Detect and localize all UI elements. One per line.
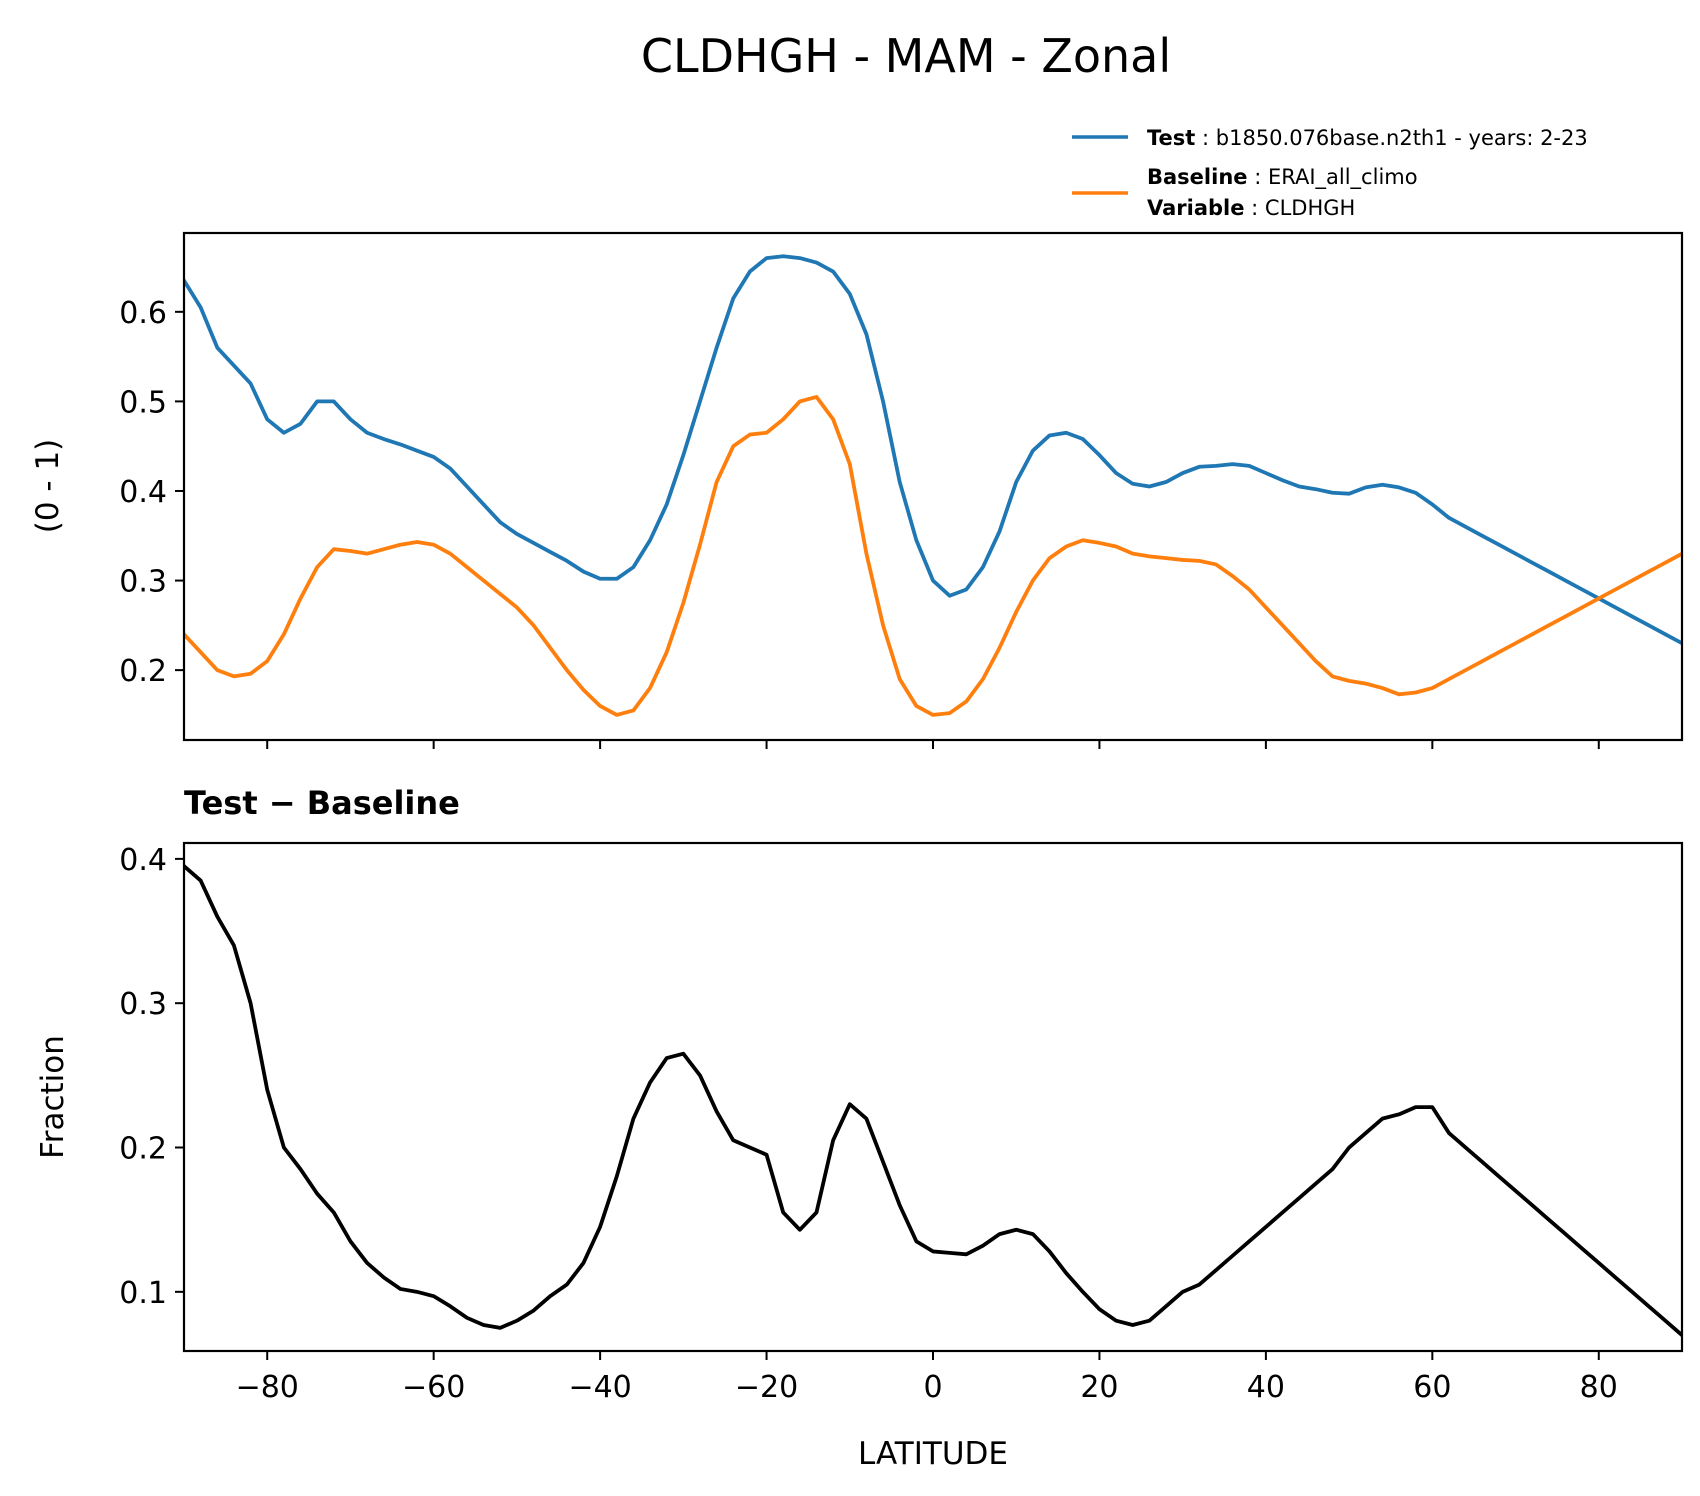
top-y-axis-label: (0 - 1): [30, 439, 66, 534]
bottom-series-group: [184, 864, 1682, 1338]
bottom-x-tick-label: −60: [402, 1370, 465, 1405]
legend-variable-key: Variable: [1147, 196, 1244, 220]
legend-test-text: b1850.076base.n2th1 - years: 2-23: [1216, 126, 1588, 150]
bottom-x-ticks: −80 −60 −40 −20 0 20 40 60 80: [236, 1351, 1618, 1405]
bottom-x-tick-label: −20: [735, 1370, 798, 1405]
x-axis-label: LATITUDE: [858, 1436, 1008, 1472]
bottom-panel: Test − Baseline 0.1 0.2 0.3 0.4 −80 −60 −40 −2…: [35, 784, 1684, 1472]
top-series-line-test: [184, 254, 1682, 646]
top-series-line-baseline: [184, 395, 1682, 717]
top-y-tick-label: 0.2: [119, 654, 167, 689]
bottom-series-line-difference: [184, 864, 1682, 1338]
legend-variable-label: Variable : CLDHGH: [1147, 196, 1355, 220]
bottom-x-tick-label: 40: [1247, 1370, 1285, 1405]
top-panel: 0.2 0.3 0.4 0.5 0.6 (0 - 1): [30, 231, 1684, 749]
top-x-ticks: [266, 740, 1600, 749]
bottom-x-tick-label: 20: [1080, 1370, 1118, 1405]
bottom-y-ticks: 0.1 0.2 0.3 0.4: [119, 843, 184, 1311]
bottom-plot-frame: [182, 841, 1684, 1353]
legend-baseline-key: Baseline: [1147, 165, 1248, 189]
top-y-tick-label: 0.6: [119, 296, 167, 331]
bottom-x-tick-label: 80: [1580, 1370, 1618, 1405]
bottom-x-tick-label: 60: [1413, 1370, 1451, 1405]
legend: Test : b1850.076base.n2th1 - years: 2-23…: [1072, 126, 1588, 220]
legend-baseline-sep: :: [1248, 165, 1268, 189]
legend-test-label: Test : b1850.076base.n2th1 - years: 2-23: [1147, 126, 1588, 150]
bottom-panel-title: Test − Baseline: [184, 784, 460, 822]
legend-baseline-text: ERAI_all_climo: [1268, 165, 1418, 190]
bottom-x-tick-label: −40: [568, 1370, 631, 1405]
bottom-y-tick-label: 0.2: [119, 1132, 167, 1167]
bottom-y-tick-label: 0.1: [119, 1276, 167, 1311]
top-y-tick-label: 0.4: [119, 475, 167, 510]
top-y-tick-label: 0.5: [119, 385, 167, 420]
bottom-x-tick-label: −80: [236, 1370, 299, 1405]
bottom-y-tick-label: 0.3: [119, 987, 167, 1022]
legend-test-sep: :: [1195, 126, 1215, 150]
bottom-y-tick-label: 0.4: [119, 843, 167, 878]
top-y-tick-label: 0.3: [119, 565, 167, 600]
top-y-ticks: 0.2 0.3 0.4 0.5 0.6: [119, 296, 184, 689]
bottom-y-axis-label: Fraction: [35, 1035, 71, 1159]
bottom-x-tick-label: 0: [923, 1370, 942, 1405]
legend-variable-sep: :: [1244, 196, 1264, 220]
legend-test-key: Test: [1147, 126, 1195, 150]
figure-title: CLDHGH - MAM - Zonal: [641, 29, 1171, 83]
legend-baseline-label: Baseline : ERAI_all_climo: [1147, 165, 1418, 190]
legend-variable-text: CLDHGH: [1265, 196, 1355, 220]
top-plot-frame: [182, 231, 1684, 742]
top-series-group: [184, 254, 1682, 717]
